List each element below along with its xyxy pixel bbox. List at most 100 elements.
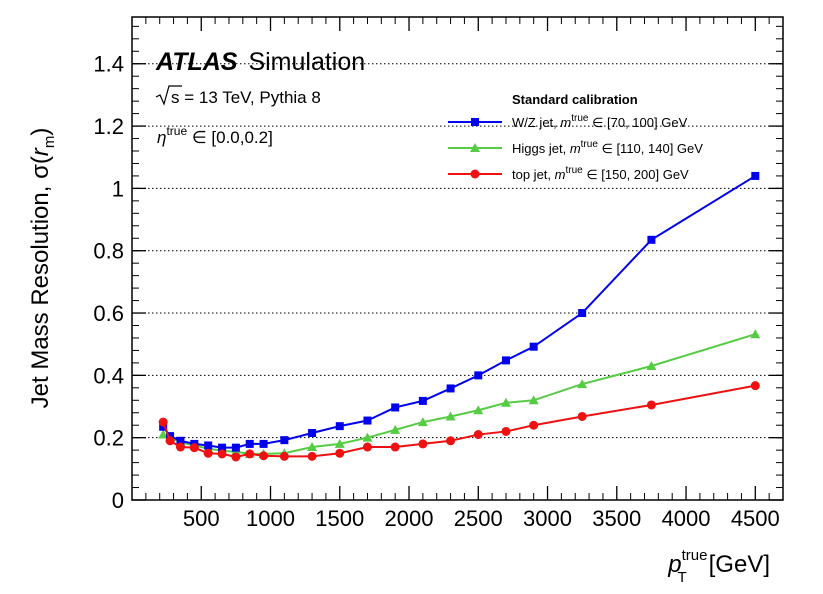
data-point	[578, 309, 587, 318]
data-point	[307, 442, 318, 452]
data-point	[418, 396, 427, 405]
data-point	[646, 361, 657, 371]
legend-label: Higgs jet, mtrue ∈ [110, 140] GeV	[512, 139, 703, 156]
data-point	[204, 441, 213, 450]
data-point	[158, 417, 168, 427]
y-tick-label: 0.2	[93, 426, 124, 451]
atlas-label: ATLAS Simulation	[155, 48, 365, 76]
data-point	[159, 422, 168, 431]
data-point	[750, 329, 761, 339]
svg-text:s = 13 TeV, Pythia 8: s = 13 TeV, Pythia 8	[171, 88, 321, 107]
data-point	[175, 442, 185, 452]
legend-entry: Higgs jet, mtrue ∈ [110, 140] GeV	[448, 139, 703, 156]
x-axis-title: ptrue T [GeV]	[667, 547, 770, 586]
x-tick-label: 500	[183, 506, 220, 531]
data-point	[471, 118, 479, 126]
data-point	[362, 442, 372, 452]
data-point	[391, 403, 400, 412]
legend-label: W/Z jet, mtrue ∈ [70, 100] GeV	[512, 113, 688, 130]
data-point	[231, 452, 241, 462]
data-point	[500, 397, 511, 407]
series-line	[162, 333, 756, 455]
y-tick-label: 0.8	[93, 239, 124, 264]
data-point	[445, 411, 456, 421]
x-tick-label: 3000	[523, 506, 572, 531]
data-point	[165, 436, 175, 446]
data-point	[446, 436, 456, 446]
data-point	[308, 429, 317, 438]
x-tick-label: 1500	[315, 506, 364, 531]
legend: Standard calibration W/Z jet, mtrue ∈ [7…	[448, 92, 703, 182]
series-layer	[158, 171, 761, 462]
legend-title: Standard calibration	[512, 92, 638, 107]
data-point	[362, 432, 373, 442]
grid-lines	[132, 63, 783, 439]
legend-entry: top jet, mtrue ∈ [150, 200] GeV	[448, 165, 689, 182]
y-axis-title: Jet Mass Resolution, σ(rm)	[27, 128, 58, 409]
y-tick-label: 0.4	[93, 363, 124, 388]
data-point	[529, 342, 538, 351]
data-point	[335, 422, 344, 431]
data-point	[189, 443, 199, 453]
series-2	[158, 381, 760, 462]
data-point	[577, 411, 587, 421]
data-point	[259, 439, 268, 448]
data-point	[245, 449, 255, 459]
data-point	[473, 430, 483, 440]
data-point	[474, 371, 483, 380]
energy-label: s = 13 TeV, Pythia 8	[155, 85, 321, 107]
plot-frame	[131, 16, 784, 501]
y-tick-label: 0	[112, 488, 124, 513]
data-point	[473, 405, 484, 415]
x-tick-label: 3500	[592, 506, 641, 531]
x-tick-label: 2500	[454, 506, 503, 531]
x-tick-label: 4500	[731, 506, 780, 531]
data-point	[280, 436, 289, 445]
y-tick-label: 1.2	[93, 114, 124, 139]
data-point	[158, 429, 169, 439]
data-point	[218, 443, 227, 452]
data-point	[217, 449, 227, 459]
data-point	[646, 400, 656, 410]
data-point	[501, 356, 510, 365]
data-point	[577, 379, 588, 389]
data-point	[470, 143, 480, 152]
y-tick-label: 1.4	[93, 52, 124, 77]
data-point	[166, 432, 175, 441]
data-point	[529, 420, 539, 430]
data-point	[259, 451, 269, 461]
x-tick-label: 1000	[246, 506, 295, 531]
data-point	[245, 439, 254, 448]
data-point	[279, 451, 289, 461]
data-point	[528, 395, 539, 405]
data-point	[176, 436, 185, 445]
series-line	[162, 175, 756, 449]
sqrt-icon	[155, 85, 182, 106]
y-tick-label: 1	[112, 176, 124, 201]
data-point	[470, 169, 480, 179]
x-tick-label: 2000	[385, 506, 434, 531]
data-point	[231, 443, 240, 452]
data-point	[203, 448, 213, 458]
axes: 0 0.2 0.4 0.6 0.8 1 1.2 1.4 500 1000 1500 2000 2500 3…	[93, 17, 784, 531]
series-0	[159, 171, 760, 452]
data-point	[647, 235, 656, 244]
data-point	[390, 424, 401, 434]
x-tick-label: 4000	[662, 506, 711, 531]
data-point	[307, 451, 317, 461]
data-point	[390, 442, 400, 452]
data-point	[501, 426, 511, 436]
data-point	[751, 171, 760, 180]
data-point	[446, 384, 455, 393]
legend-label: top jet, mtrue ∈ [150, 200] GeV	[512, 165, 689, 182]
data-point	[418, 439, 428, 449]
data-point	[334, 438, 345, 448]
series-line	[162, 384, 756, 459]
y-tick-label: 0.6	[93, 301, 124, 326]
data-point	[363, 416, 372, 425]
data-point	[417, 417, 428, 427]
data-point	[750, 381, 760, 391]
data-point	[335, 448, 345, 458]
legend-entry: W/Z jet, mtrue ∈ [70, 100] GeV	[448, 113, 688, 130]
